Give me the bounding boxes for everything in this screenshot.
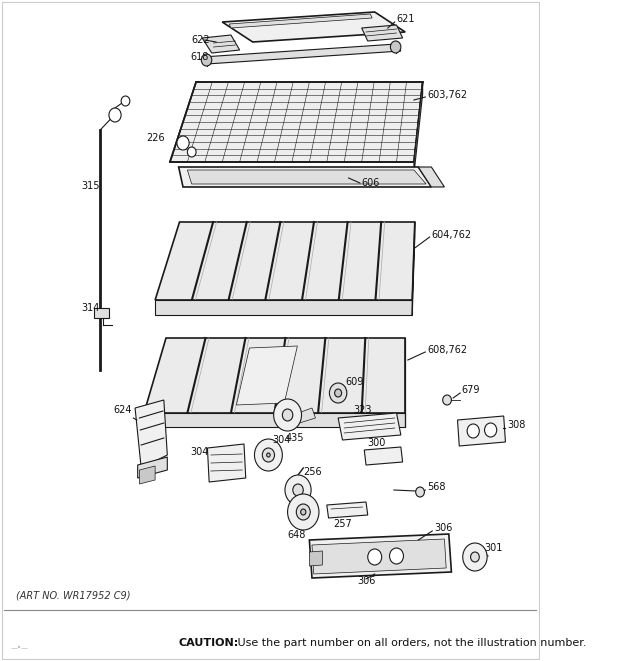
Text: 304: 304 <box>272 435 290 445</box>
Text: ReplacementParts.com: ReplacementParts.com <box>182 383 359 397</box>
Circle shape <box>177 136 189 150</box>
Polygon shape <box>361 25 402 41</box>
Polygon shape <box>458 416 505 446</box>
Text: 306: 306 <box>357 576 376 586</box>
Circle shape <box>471 552 479 562</box>
Polygon shape <box>414 82 423 174</box>
Polygon shape <box>94 308 109 318</box>
Polygon shape <box>138 457 167 478</box>
Text: 606: 606 <box>361 178 380 188</box>
Circle shape <box>463 543 487 571</box>
Polygon shape <box>170 82 423 162</box>
Polygon shape <box>222 12 405 42</box>
Circle shape <box>391 41 401 53</box>
Polygon shape <box>365 447 402 465</box>
Polygon shape <box>293 408 316 424</box>
Text: 323: 323 <box>353 405 371 415</box>
Text: 301: 301 <box>484 543 503 553</box>
Circle shape <box>262 448 275 462</box>
Circle shape <box>368 549 382 565</box>
Text: 315: 315 <box>81 181 100 191</box>
Text: 648: 648 <box>288 530 306 540</box>
Polygon shape <box>155 222 415 300</box>
Text: 226: 226 <box>146 133 165 143</box>
Circle shape <box>415 487 425 497</box>
Text: 603,762: 603,762 <box>427 90 467 100</box>
Text: 308: 308 <box>507 420 526 430</box>
Polygon shape <box>144 413 405 427</box>
Text: 314: 314 <box>81 303 99 313</box>
Circle shape <box>389 548 404 564</box>
Text: 624: 624 <box>113 405 132 415</box>
Polygon shape <box>309 534 451 578</box>
Polygon shape <box>179 167 432 187</box>
Text: (ART NO. WR17952 C9): (ART NO. WR17952 C9) <box>16 591 130 601</box>
Text: —•—: —•— <box>11 644 29 650</box>
Circle shape <box>202 54 212 66</box>
Polygon shape <box>144 338 405 413</box>
Polygon shape <box>312 539 446 574</box>
Circle shape <box>329 383 347 403</box>
Polygon shape <box>140 466 155 484</box>
Circle shape <box>282 409 293 421</box>
Text: 306: 306 <box>434 523 453 533</box>
Polygon shape <box>135 400 167 468</box>
Polygon shape <box>418 167 445 187</box>
Polygon shape <box>412 222 415 315</box>
Text: Use the part number on all orders, not the illustration number.: Use the part number on all orders, not t… <box>234 638 586 648</box>
Circle shape <box>273 399 301 431</box>
Circle shape <box>484 423 497 437</box>
Polygon shape <box>327 502 368 518</box>
Polygon shape <box>202 35 240 53</box>
Polygon shape <box>236 346 298 405</box>
Text: 256: 256 <box>303 467 322 477</box>
Text: 568: 568 <box>427 482 446 492</box>
Polygon shape <box>155 300 412 315</box>
Circle shape <box>254 439 282 471</box>
Text: 608,762: 608,762 <box>427 345 467 355</box>
Text: 257: 257 <box>333 519 352 529</box>
Circle shape <box>443 395 451 405</box>
Circle shape <box>467 424 479 438</box>
Text: 609: 609 <box>345 377 363 387</box>
Text: 435: 435 <box>286 433 304 443</box>
Circle shape <box>288 494 319 530</box>
Polygon shape <box>338 413 401 440</box>
Circle shape <box>187 147 196 157</box>
Polygon shape <box>202 44 401 64</box>
Text: 618: 618 <box>190 52 208 62</box>
Circle shape <box>121 96 130 106</box>
Text: 604,762: 604,762 <box>432 230 471 240</box>
Text: 304: 304 <box>190 447 208 457</box>
Polygon shape <box>187 170 426 184</box>
Circle shape <box>285 475 311 505</box>
Circle shape <box>293 484 303 496</box>
Text: CAUTION:: CAUTION: <box>179 638 239 648</box>
Text: 621: 621 <box>397 14 415 24</box>
Text: 622: 622 <box>192 35 210 45</box>
Text: 300: 300 <box>368 438 386 448</box>
Circle shape <box>301 509 306 515</box>
Polygon shape <box>208 444 246 482</box>
Circle shape <box>109 108 121 122</box>
Polygon shape <box>229 14 372 28</box>
Polygon shape <box>309 551 322 566</box>
Circle shape <box>296 504 310 520</box>
Circle shape <box>335 389 342 397</box>
Text: 679: 679 <box>462 385 480 395</box>
Circle shape <box>267 453 270 457</box>
